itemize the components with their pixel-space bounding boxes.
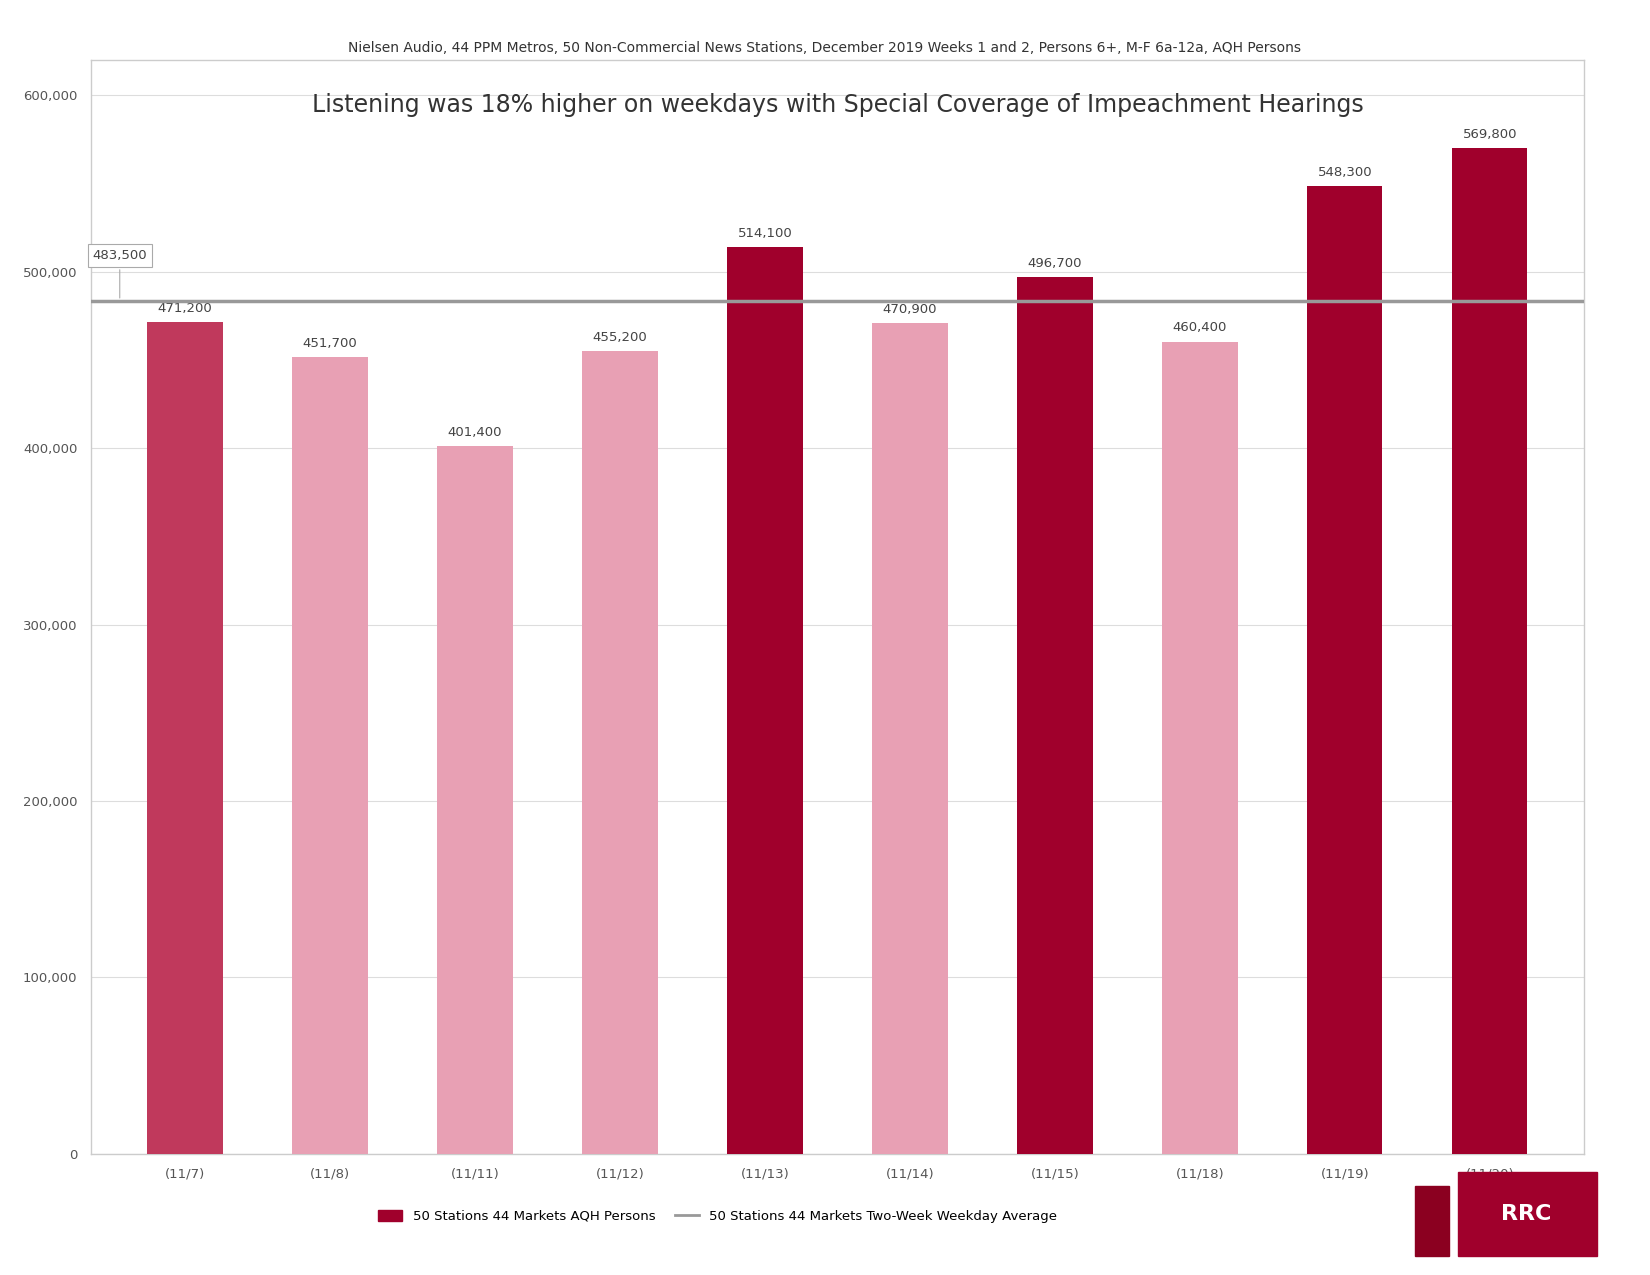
Text: Nielsen Audio, 44 PPM Metros, 50 Non-Commercial News Stations, December 2019 Wee: Nielsen Audio, 44 PPM Metros, 50 Non-Com… — [348, 41, 1302, 55]
Text: Listening was 18% higher on weekdays with Special Coverage of Impeachment Hearin: Listening was 18% higher on weekdays wit… — [312, 93, 1363, 117]
Bar — [1016, 278, 1092, 1154]
Text: 548,300: 548,300 — [1317, 166, 1373, 180]
Legend: 50 Stations 44 Markets AQH Persons, 50 Stations 44 Markets Two-Week Weekday Aver: 50 Stations 44 Markets AQH Persons, 50 S… — [371, 1204, 1064, 1229]
Text: 514,100: 514,100 — [738, 227, 792, 240]
Text: 483,500: 483,500 — [92, 249, 147, 298]
Bar — [292, 357, 368, 1154]
Text: 471,200: 471,200 — [158, 302, 213, 315]
Bar — [147, 323, 223, 1154]
Bar — [1459, 1172, 1597, 1256]
Text: 455,200: 455,200 — [592, 330, 647, 344]
Text: 460,400: 460,400 — [1173, 321, 1228, 334]
Text: 401,400: 401,400 — [447, 426, 502, 439]
Bar — [437, 446, 513, 1154]
Bar — [1414, 1186, 1449, 1256]
Bar — [728, 247, 802, 1154]
Text: 451,700: 451,700 — [302, 337, 358, 349]
Bar — [873, 323, 947, 1154]
Bar — [582, 351, 658, 1154]
Bar — [1307, 186, 1383, 1154]
Text: 470,900: 470,900 — [883, 303, 937, 316]
Bar — [1452, 148, 1528, 1154]
Bar — [1162, 342, 1238, 1154]
Text: 496,700: 496,700 — [1028, 258, 1082, 270]
Text: RRC: RRC — [1502, 1204, 1551, 1224]
Text: 569,800: 569,800 — [1462, 129, 1516, 142]
